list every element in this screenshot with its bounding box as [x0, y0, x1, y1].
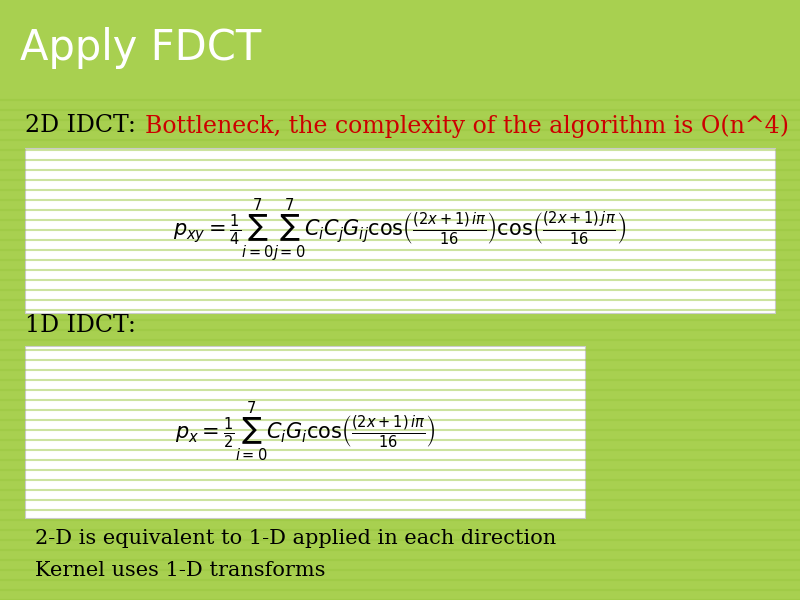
Text: Bottleneck, the complexity of the algorithm is O(n^4): Bottleneck, the complexity of the algori… [145, 114, 789, 138]
Text: 2D IDCT:: 2D IDCT: [25, 115, 151, 137]
Text: $p_x=\frac{1}{2}\sum_{i=0}^{7}C_i G_i\cos\!\left(\frac{(2x+1)\,i\pi}{16}\right)$: $p_x=\frac{1}{2}\sum_{i=0}^{7}C_i G_i\co… [174, 401, 435, 463]
Text: 2-D is equivalent to 1-D applied in each direction: 2-D is equivalent to 1-D applied in each… [35, 529, 556, 547]
Text: Apply FDCT: Apply FDCT [20, 26, 262, 69]
Text: 1D IDCT:: 1D IDCT: [25, 314, 136, 337]
FancyBboxPatch shape [25, 148, 775, 313]
Text: Kernel uses 1-D transforms: Kernel uses 1-D transforms [35, 560, 326, 580]
Text: $p_{xy}=\frac{1}{4}\sum_{i=0}^{7}\sum_{j=0}^{7}C_i C_j G_{ij}\cos\!\left(\frac{(: $p_{xy}=\frac{1}{4}\sum_{i=0}^{7}\sum_{j… [174, 197, 626, 263]
FancyBboxPatch shape [25, 346, 585, 518]
